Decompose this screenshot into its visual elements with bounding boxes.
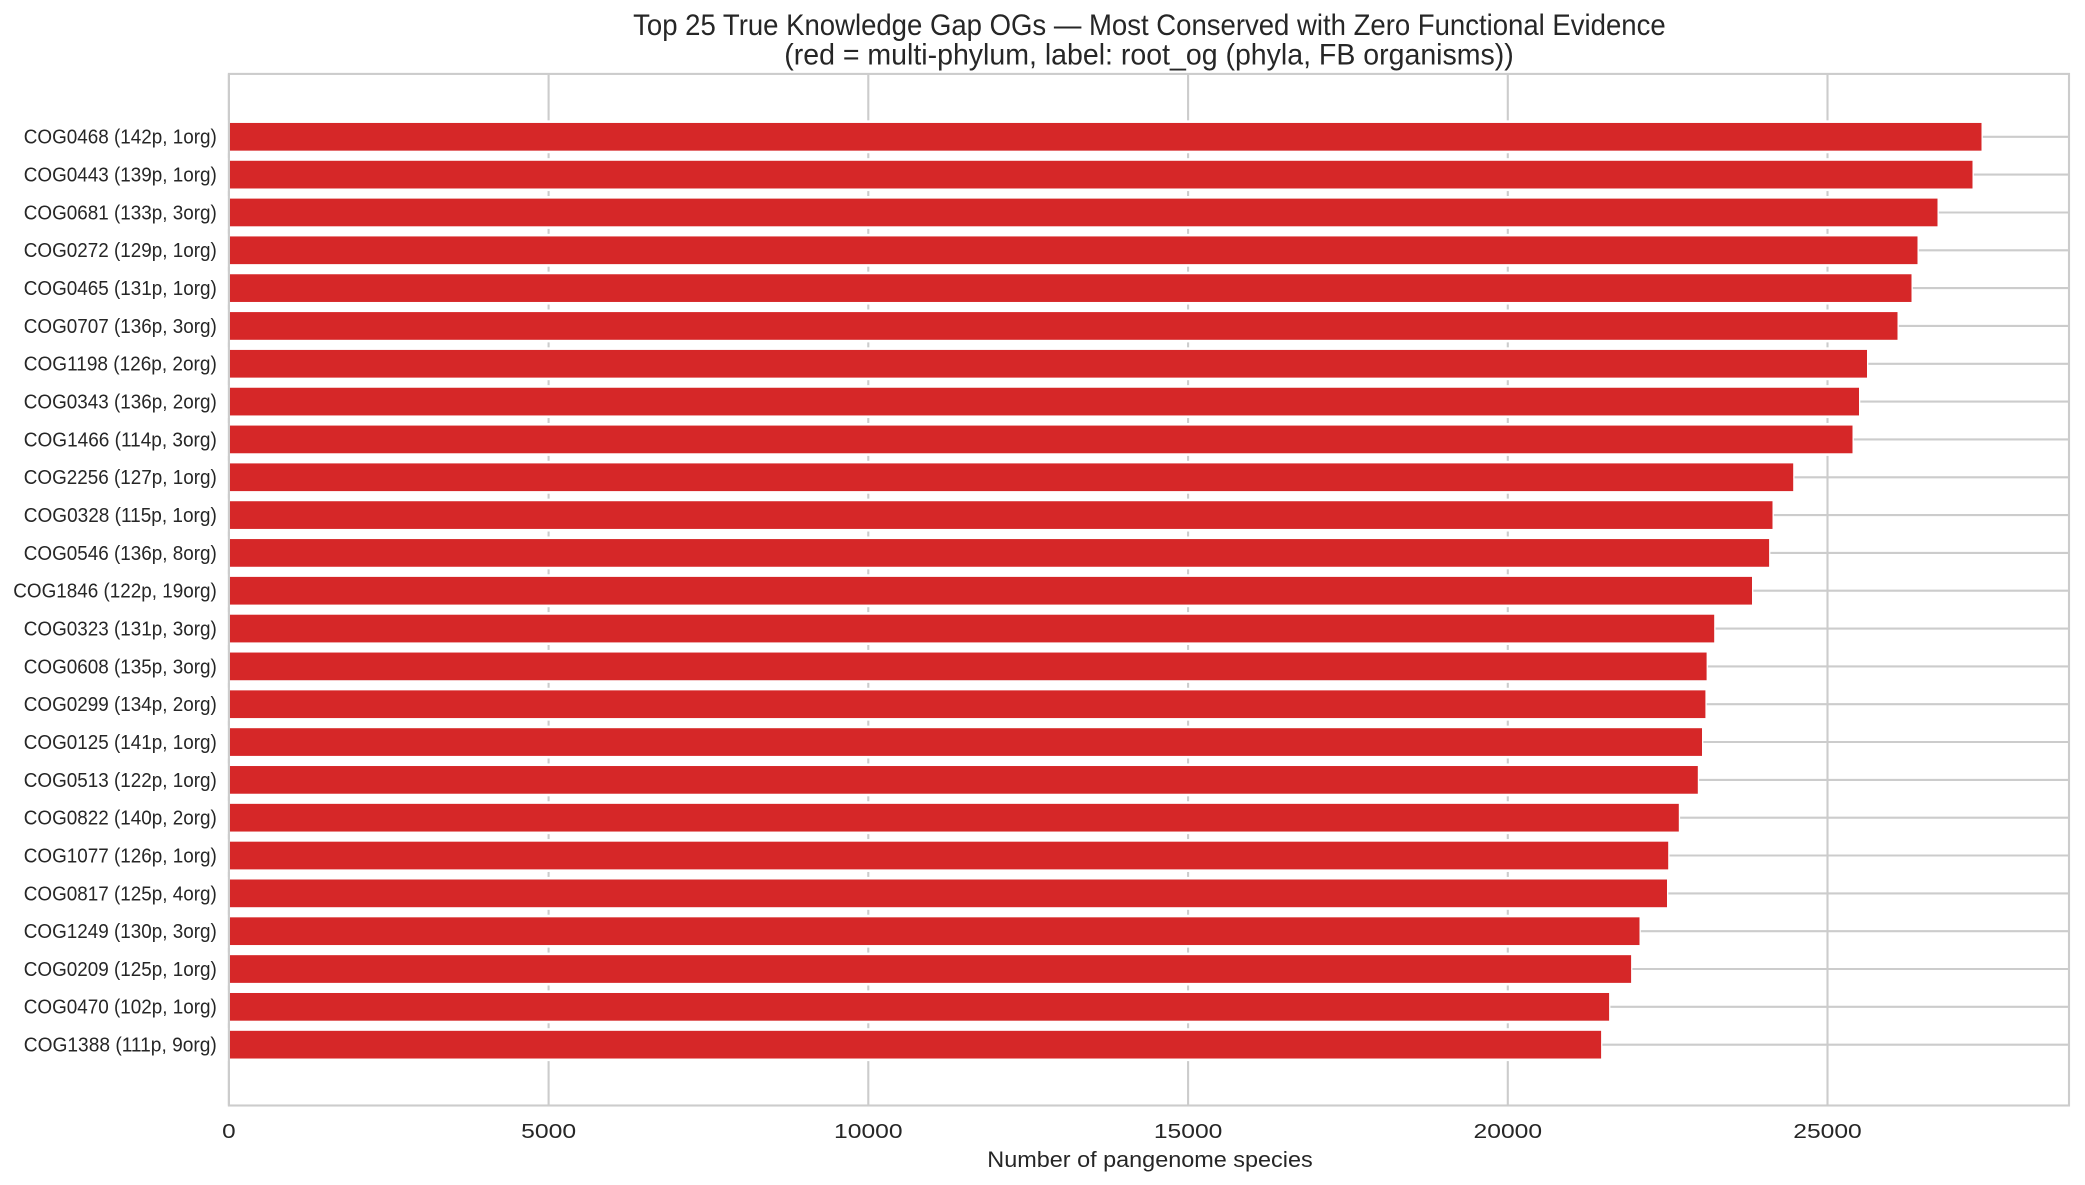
svg-text:20000: 20000 (1474, 1120, 1543, 1143)
svg-text:5000: 5000 (521, 1120, 576, 1143)
svg-text:(red = multi-phylum, label: ro: (red = multi-phylum, label: root_og (phy… (784, 39, 1514, 71)
svg-text:COG0681 (133p, 3org): COG0681 (133p, 3org) (24, 201, 217, 224)
svg-text:COG0608 (135p, 3org): COG0608 (135p, 3org) (24, 655, 217, 678)
svg-text:COG1388 (111p, 9org): COG1388 (111p, 9org) (24, 1034, 217, 1057)
svg-text:COG0822 (140p, 2org): COG0822 (140p, 2org) (24, 807, 217, 830)
svg-text:COG0513 (122p, 1org): COG0513 (122p, 1org) (24, 769, 217, 792)
svg-text:COG1077 (126p, 1org): COG1077 (126p, 1org) (24, 844, 217, 867)
svg-text:COG0209 (125p, 1org): COG0209 (125p, 1org) (24, 958, 217, 981)
svg-text:COG0817 (125p, 4org): COG0817 (125p, 4org) (24, 882, 217, 905)
svg-text:COG0272 (129p, 1org): COG0272 (129p, 1org) (24, 239, 217, 262)
svg-text:COG0468 (142p, 1org): COG0468 (142p, 1org) (24, 126, 217, 149)
svg-text:Number of pangenome species: Number of pangenome species (987, 1147, 1312, 1172)
svg-text:15000: 15000 (1154, 1120, 1223, 1143)
svg-text:COG0343 (136p, 2org): COG0343 (136p, 2org) (24, 391, 217, 414)
svg-text:COG1466 (114p, 3org): COG1466 (114p, 3org) (24, 428, 217, 451)
svg-text:COG0328 (115p, 1org): COG0328 (115p, 1org) (24, 504, 217, 527)
svg-text:COG0443 (139p, 1org): COG0443 (139p, 1org) (24, 164, 217, 187)
svg-text:0: 0 (222, 1120, 236, 1143)
svg-text:COG0470 (102p, 1org): COG0470 (102p, 1org) (24, 996, 217, 1019)
svg-text:COG0465 (131p, 1org): COG0465 (131p, 1org) (24, 277, 217, 300)
svg-text:25000: 25000 (1793, 1120, 1862, 1143)
svg-text:COG2256 (127p, 1org): COG2256 (127p, 1org) (24, 466, 217, 489)
svg-text:COG0323 (131p, 3org): COG0323 (131p, 3org) (24, 618, 217, 641)
svg-text:10000: 10000 (834, 1120, 903, 1143)
svg-text:COG1249 (130p, 3org): COG1249 (130p, 3org) (24, 920, 217, 943)
svg-text:COG0299 (134p, 2org): COG0299 (134p, 2org) (24, 693, 217, 716)
svg-text:COG0125 (141p, 1org): COG0125 (141p, 1org) (24, 731, 217, 754)
svg-text:Top 25 True Knowledge Gap OGs: Top 25 True Knowledge Gap OGs — Most Con… (633, 10, 1666, 42)
svg-text:COG1198 (126p, 2org): COG1198 (126p, 2org) (24, 353, 217, 376)
svg-text:COG0546 (136p, 8org): COG0546 (136p, 8org) (24, 542, 217, 565)
svg-text:COG0707 (136p, 3org): COG0707 (136p, 3org) (24, 315, 217, 338)
svg-text:COG1846 (122p, 19org): COG1846 (122p, 19org) (13, 580, 217, 603)
